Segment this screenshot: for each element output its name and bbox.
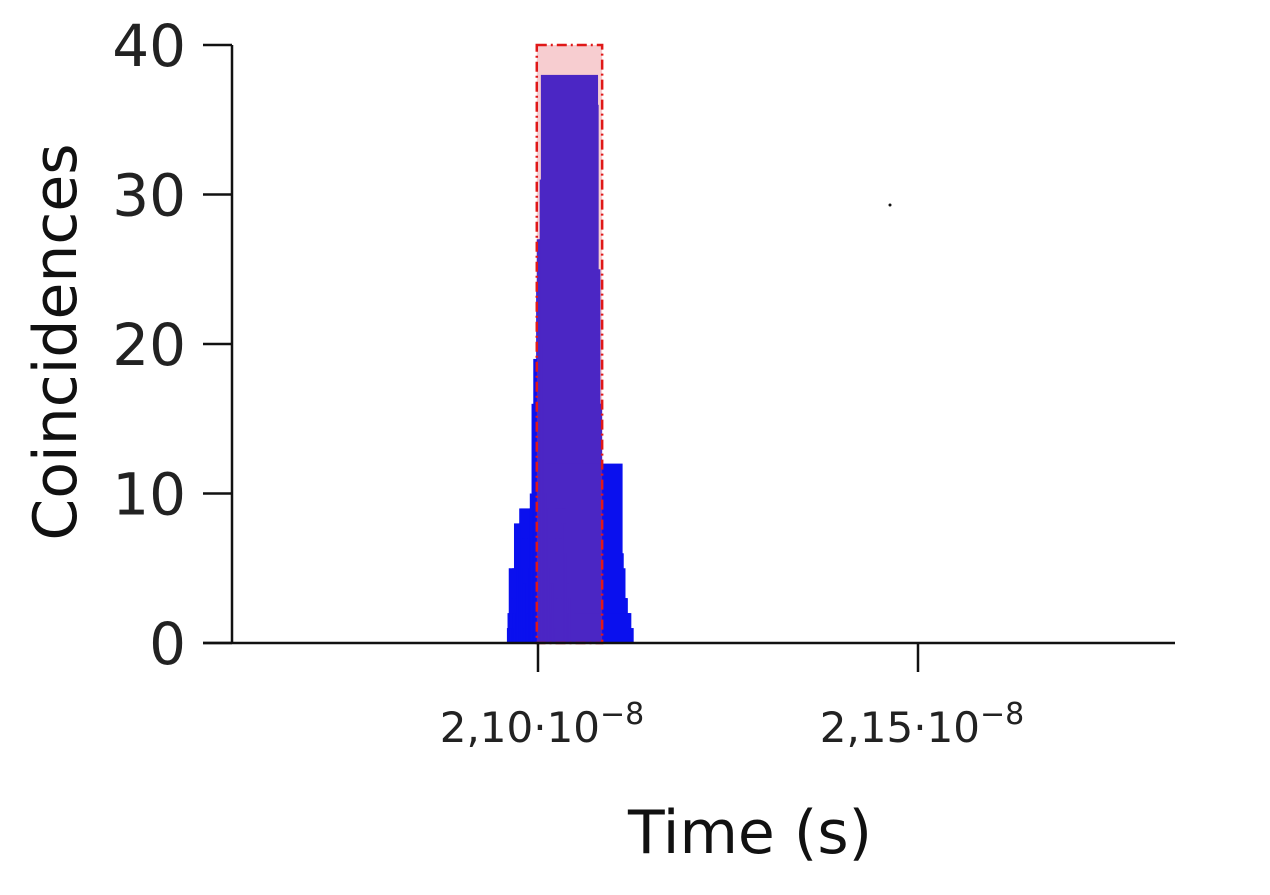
y-axis-title: Coincidences [21, 143, 91, 540]
x-ticks: 2,10·10−8 2,15·10−8 [440, 643, 1025, 752]
axes [203, 45, 1175, 645]
x-axis-title: Time (s) [627, 798, 872, 868]
y-tick-label: 30 [112, 162, 186, 230]
y-tick-label: 40 [112, 12, 186, 80]
y-tick-label: 20 [112, 311, 186, 379]
y-ticks: 0 10 20 30 40 [112, 12, 232, 678]
x-tick-label: 2,10·10−8 [440, 697, 645, 752]
bars-group [506, 74, 634, 644]
histogram-bar [576, 628, 634, 643]
x-tick-label: 2,15·10−8 [820, 697, 1025, 752]
y-tick-label: 0 [149, 610, 186, 678]
stray-dot [888, 203, 892, 207]
highlight-region [535, 43, 604, 645]
y-tick-label: 10 [112, 461, 186, 529]
